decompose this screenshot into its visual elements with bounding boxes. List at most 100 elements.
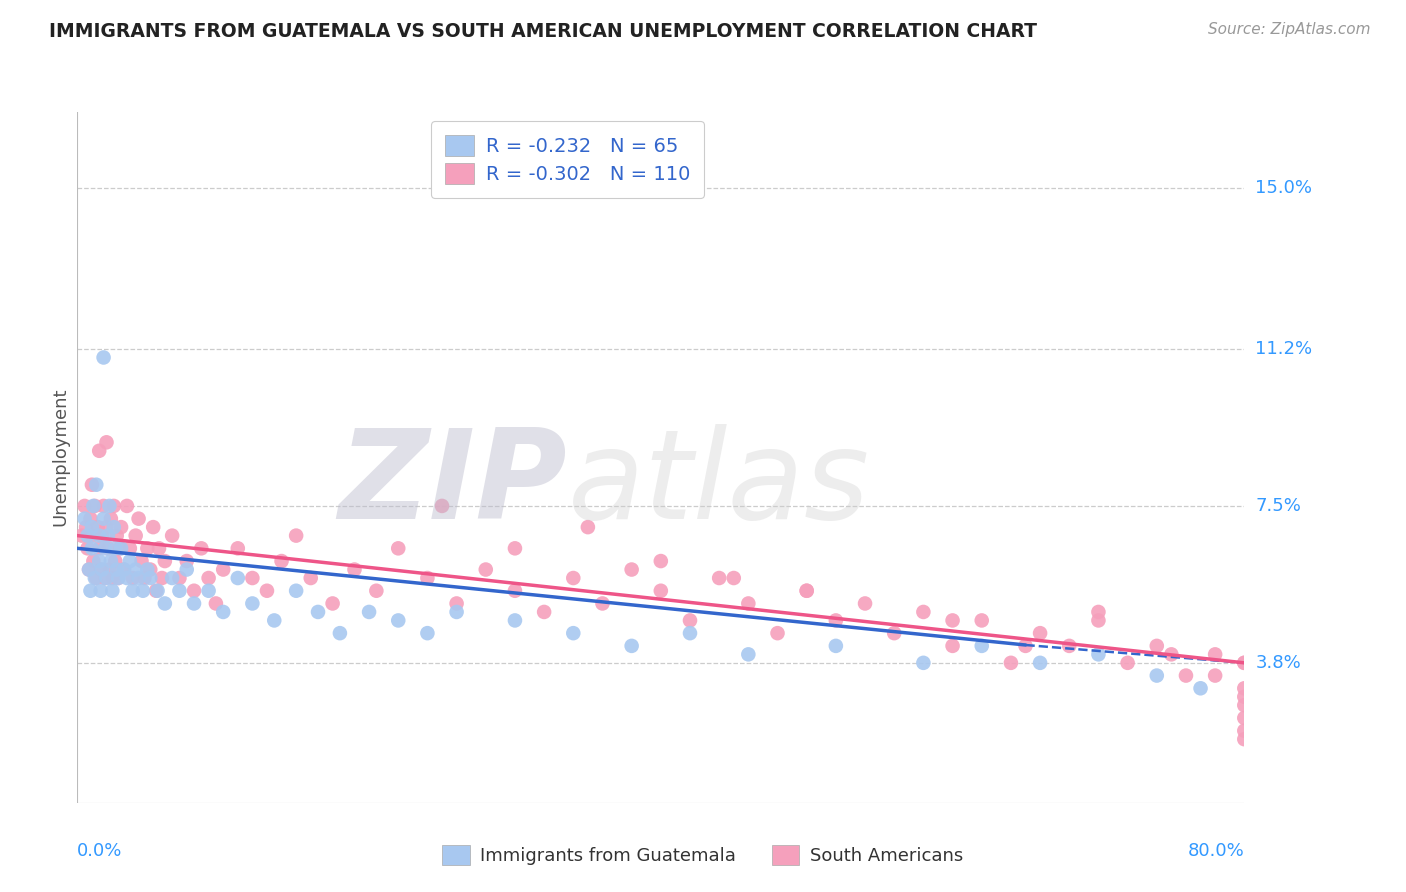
Text: 15.0%: 15.0%: [1256, 178, 1312, 197]
Point: [77, 562, 100, 576]
Point: [89, 541, 111, 556]
Point: [103, 520, 125, 534]
Point: [263, 614, 285, 628]
Text: 3.8%: 3.8%: [1256, 654, 1301, 672]
Point: [1233, 732, 1256, 747]
Point: [299, 571, 322, 585]
Point: [1233, 656, 1256, 670]
Text: IMMIGRANTS FROM GUATEMALA VS SOUTH AMERICAN UNEMPLOYMENT CORRELATION CHART: IMMIGRANTS FROM GUATEMALA VS SOUTH AMERI…: [49, 22, 1038, 41]
Point: [82, 554, 104, 568]
Point: [592, 597, 614, 611]
Point: [1204, 648, 1226, 662]
Point: [329, 626, 352, 640]
Point: [97, 528, 120, 542]
Point: [96, 435, 118, 450]
Point: [796, 583, 818, 598]
Point: [650, 583, 672, 598]
Point: [128, 571, 150, 585]
Point: [737, 648, 759, 662]
Point: [430, 499, 453, 513]
Point: [169, 571, 191, 585]
Point: [98, 499, 121, 513]
Point: [79, 583, 101, 598]
Point: [650, 554, 672, 568]
Point: [357, 605, 380, 619]
Point: [89, 528, 111, 542]
Point: [76, 541, 98, 556]
Point: [110, 541, 132, 556]
Point: [128, 511, 150, 525]
Point: [136, 562, 159, 576]
Y-axis label: Unemployment: Unemployment: [51, 388, 69, 526]
Point: [103, 499, 125, 513]
Point: [796, 583, 818, 598]
Point: [131, 554, 153, 568]
Point: [89, 443, 111, 458]
Point: [1146, 639, 1168, 653]
Point: [226, 571, 249, 585]
Point: [1057, 639, 1080, 653]
Point: [146, 583, 169, 598]
Point: [142, 520, 165, 534]
Point: [503, 583, 526, 598]
Point: [1029, 656, 1052, 670]
Point: [322, 597, 344, 611]
Point: [100, 554, 122, 568]
Point: [134, 571, 156, 585]
Point: [679, 614, 702, 628]
Point: [87, 520, 110, 534]
Point: [562, 571, 585, 585]
Point: [80, 520, 103, 534]
Point: [112, 562, 135, 576]
Point: [118, 554, 141, 568]
Point: [110, 520, 132, 534]
Point: [1189, 681, 1212, 696]
Point: [1204, 668, 1226, 682]
Point: [139, 571, 162, 585]
Point: [70, 528, 93, 542]
Point: [124, 528, 148, 542]
Point: [104, 541, 127, 556]
Point: [139, 562, 162, 576]
Point: [709, 571, 731, 585]
Text: 7.5%: 7.5%: [1256, 497, 1302, 515]
Point: [80, 477, 103, 491]
Point: [107, 571, 129, 585]
Point: [1233, 681, 1256, 696]
Text: atlas: atlas: [568, 425, 869, 545]
Point: [83, 499, 105, 513]
Point: [118, 541, 141, 556]
Point: [562, 626, 585, 640]
Point: [212, 605, 235, 619]
Point: [912, 656, 935, 670]
Point: [723, 571, 745, 585]
Point: [679, 626, 702, 640]
Point: [91, 562, 114, 576]
Point: [101, 571, 124, 585]
Point: [1233, 723, 1256, 738]
Point: [124, 562, 148, 576]
Point: [96, 520, 118, 534]
Point: [270, 554, 292, 568]
Point: [89, 554, 111, 568]
Point: [115, 571, 138, 585]
Point: [84, 571, 107, 585]
Point: [1087, 605, 1109, 619]
Point: [160, 528, 183, 542]
Point: [98, 562, 121, 576]
Point: [90, 583, 112, 598]
Point: [285, 528, 308, 542]
Point: [240, 597, 263, 611]
Point: [942, 614, 965, 628]
Point: [197, 583, 219, 598]
Point: [503, 614, 526, 628]
Point: [105, 528, 128, 542]
Point: [190, 541, 212, 556]
Point: [343, 562, 366, 576]
Point: [475, 562, 498, 576]
Point: [366, 583, 388, 598]
Text: ZIP: ZIP: [339, 425, 568, 545]
Point: [96, 571, 118, 585]
Point: [132, 583, 155, 598]
Point: [416, 571, 439, 585]
